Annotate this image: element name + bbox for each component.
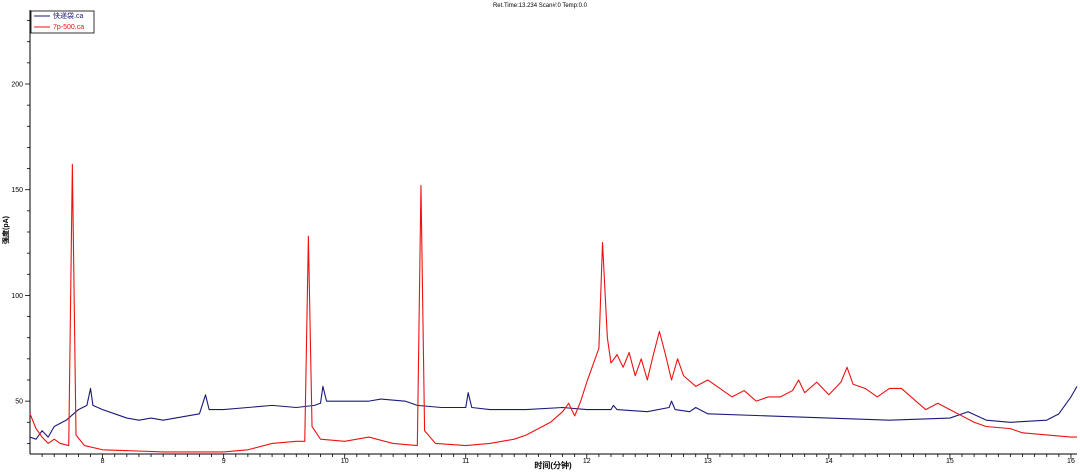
x-tick-label: 13: [704, 458, 712, 465]
x-tick-label: 16: [1067, 458, 1075, 465]
y-axis-label: 强度(pA): [1, 216, 10, 244]
x-tick-label: 8: [101, 458, 105, 465]
y-tick-label: 150: [11, 187, 23, 194]
x-tick-label: 9: [222, 458, 226, 465]
chart-title: Ret.Time:13.234 Scan#:0 Temp:0.0: [493, 3, 588, 9]
y-axis-ticks: 50 100 150 200: [11, 20, 30, 444]
x-tick-label: 12: [583, 458, 591, 465]
x-tick-label: 15: [946, 458, 954, 465]
plot-area: 50 100 150 200 8 9 10 11 12 13 14 15 16: [11, 10, 1078, 465]
y-tick-label: 50: [15, 399, 23, 406]
x-axis-label: 时间(分钟): [534, 460, 572, 470]
x-tick-label: 10: [341, 458, 349, 465]
x-axis-ticks: 8 9 10 11 12 13 14 15 16: [41, 454, 1075, 465]
x-tick-label: 11: [462, 458, 469, 465]
legend: 快递袋.ca 7p-500.ca: [30, 10, 95, 34]
series-group: [29, 163, 1078, 453]
series-line-1: [29, 385, 1078, 440]
x-tick-label: 14: [825, 458, 833, 465]
series-line-2: [29, 163, 1077, 453]
y-tick-label: 100: [11, 293, 23, 300]
legend-label-1: 快递袋.ca: [53, 11, 83, 20]
y-tick-label: 200: [11, 82, 23, 89]
legend-label-2: 7p-500.ca: [53, 24, 84, 31]
